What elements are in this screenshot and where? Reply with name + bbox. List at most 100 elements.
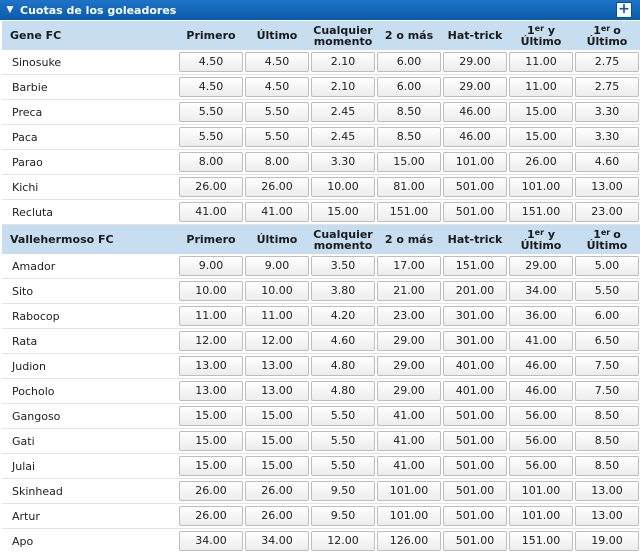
odds-button[interactable]: 13.00 [575, 481, 639, 501]
odds-button[interactable]: 4.50 [245, 52, 309, 72]
odds-button[interactable]: 2.10 [311, 52, 375, 72]
odds-button[interactable]: 5.50 [311, 431, 375, 451]
odds-button[interactable]: 126.00 [377, 531, 441, 551]
odds-button[interactable]: 41.00 [377, 456, 441, 476]
odds-button[interactable]: 4.50 [179, 77, 243, 97]
odds-button[interactable]: 501.00 [443, 531, 507, 551]
odds-button[interactable]: 9.00 [245, 256, 309, 276]
odds-button[interactable]: 17.00 [377, 256, 441, 276]
odds-button[interactable]: 101.00 [509, 481, 573, 501]
odds-button[interactable]: 46.00 [443, 102, 507, 122]
odds-button[interactable]: 41.00 [179, 202, 243, 222]
odds-button[interactable]: 10.00 [179, 281, 243, 301]
expand-plus-icon[interactable]: + [616, 2, 632, 18]
odds-button[interactable]: 36.00 [509, 306, 573, 326]
odds-button[interactable]: 101.00 [377, 481, 441, 501]
odds-button[interactable]: 41.00 [377, 406, 441, 426]
odds-button[interactable]: 3.80 [311, 281, 375, 301]
odds-button[interactable]: 29.00 [377, 356, 441, 376]
odds-button[interactable]: 11.00 [179, 306, 243, 326]
odds-button[interactable]: 26.00 [179, 481, 243, 501]
odds-button[interactable]: 26.00 [509, 152, 573, 172]
odds-button[interactable]: 11.00 [245, 306, 309, 326]
odds-button[interactable]: 5.50 [245, 127, 309, 147]
odds-button[interactable]: 4.50 [179, 52, 243, 72]
odds-button[interactable]: 6.00 [575, 306, 639, 326]
odds-button[interactable]: 3.50 [311, 256, 375, 276]
odds-button[interactable]: 301.00 [443, 331, 507, 351]
odds-button[interactable]: 11.00 [509, 52, 573, 72]
odds-button[interactable]: 3.30 [311, 152, 375, 172]
odds-button[interactable]: 201.00 [443, 281, 507, 301]
odds-button[interactable]: 9.00 [179, 256, 243, 276]
odds-button[interactable]: 2.45 [311, 102, 375, 122]
odds-button[interactable]: 401.00 [443, 356, 507, 376]
odds-button[interactable]: 501.00 [443, 506, 507, 526]
odds-button[interactable]: 13.00 [575, 177, 639, 197]
odds-button[interactable]: 13.00 [179, 356, 243, 376]
odds-button[interactable]: 4.60 [311, 331, 375, 351]
odds-button[interactable]: 9.50 [311, 506, 375, 526]
panel-header[interactable]: ▼ Cuotas de los goleadores + [0, 0, 640, 20]
odds-button[interactable]: 501.00 [443, 177, 507, 197]
odds-button[interactable]: 10.00 [311, 177, 375, 197]
odds-button[interactable]: 26.00 [179, 177, 243, 197]
odds-button[interactable]: 56.00 [509, 431, 573, 451]
odds-button[interactable]: 46.00 [509, 381, 573, 401]
odds-button[interactable]: 2.75 [575, 52, 639, 72]
collapse-triangle-icon[interactable]: ▼ [6, 5, 14, 15]
odds-button[interactable]: 5.50 [179, 102, 243, 122]
odds-button[interactable]: 12.00 [179, 331, 243, 351]
odds-button[interactable]: 8.50 [575, 406, 639, 426]
odds-button[interactable]: 101.00 [509, 506, 573, 526]
odds-button[interactable]: 10.00 [245, 281, 309, 301]
odds-button[interactable]: 81.00 [377, 177, 441, 197]
odds-button[interactable]: 5.50 [575, 281, 639, 301]
odds-button[interactable]: 151.00 [443, 256, 507, 276]
odds-button[interactable]: 41.00 [245, 202, 309, 222]
odds-button[interactable]: 34.00 [509, 281, 573, 301]
odds-button[interactable]: 8.00 [245, 152, 309, 172]
odds-button[interactable]: 501.00 [443, 456, 507, 476]
odds-button[interactable]: 151.00 [377, 202, 441, 222]
odds-button[interactable]: 301.00 [443, 306, 507, 326]
odds-button[interactable]: 4.20 [311, 306, 375, 326]
odds-button[interactable]: 5.00 [575, 256, 639, 276]
odds-button[interactable]: 26.00 [245, 506, 309, 526]
odds-button[interactable]: 7.50 [575, 381, 639, 401]
odds-button[interactable]: 56.00 [509, 456, 573, 476]
odds-button[interactable]: 12.00 [311, 531, 375, 551]
odds-button[interactable]: 8.50 [377, 127, 441, 147]
odds-button[interactable]: 101.00 [509, 177, 573, 197]
odds-button[interactable]: 15.00 [245, 406, 309, 426]
odds-button[interactable]: 4.60 [575, 152, 639, 172]
odds-button[interactable]: 29.00 [377, 381, 441, 401]
odds-button[interactable]: 151.00 [509, 531, 573, 551]
odds-button[interactable]: 4.80 [311, 381, 375, 401]
odds-button[interactable]: 6.50 [575, 331, 639, 351]
odds-button[interactable]: 23.00 [377, 306, 441, 326]
odds-button[interactable]: 29.00 [377, 331, 441, 351]
odds-button[interactable]: 401.00 [443, 381, 507, 401]
odds-button[interactable]: 13.00 [245, 356, 309, 376]
odds-button[interactable]: 101.00 [443, 152, 507, 172]
odds-button[interactable]: 41.00 [377, 431, 441, 451]
odds-button[interactable]: 9.50 [311, 481, 375, 501]
odds-button[interactable]: 15.00 [179, 406, 243, 426]
odds-button[interactable]: 5.50 [311, 406, 375, 426]
odds-button[interactable]: 46.00 [443, 127, 507, 147]
odds-button[interactable]: 12.00 [245, 331, 309, 351]
odds-button[interactable]: 21.00 [377, 281, 441, 301]
odds-button[interactable]: 8.50 [377, 102, 441, 122]
odds-button[interactable]: 8.50 [575, 456, 639, 476]
odds-button[interactable]: 46.00 [509, 356, 573, 376]
odds-button[interactable]: 41.00 [509, 331, 573, 351]
odds-button[interactable]: 23.00 [575, 202, 639, 222]
odds-button[interactable]: 501.00 [443, 481, 507, 501]
odds-button[interactable]: 6.00 [377, 52, 441, 72]
odds-button[interactable]: 13.00 [179, 381, 243, 401]
odds-button[interactable]: 29.00 [443, 52, 507, 72]
odds-button[interactable]: 56.00 [509, 406, 573, 426]
odds-button[interactable]: 5.50 [311, 456, 375, 476]
odds-button[interactable]: 501.00 [443, 406, 507, 426]
